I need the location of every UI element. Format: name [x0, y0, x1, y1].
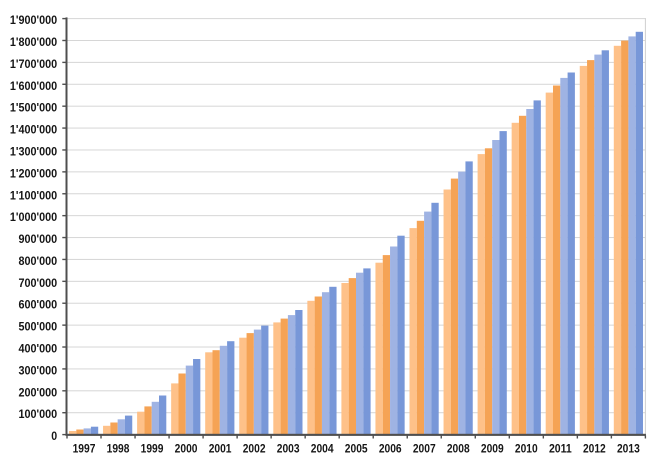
- svg-text:1998: 1998: [107, 442, 130, 455]
- svg-text:1'300'000: 1'300'000: [10, 145, 57, 158]
- svg-text:1999: 1999: [141, 442, 164, 455]
- svg-text:800'000: 800'000: [19, 255, 58, 268]
- svg-text:1'000'000: 1'000'000: [10, 211, 57, 224]
- svg-text:1'100'000: 1'100'000: [10, 189, 57, 202]
- svg-text:2005: 2005: [345, 442, 368, 455]
- svg-text:100'000: 100'000: [19, 408, 58, 421]
- svg-text:2009: 2009: [481, 442, 504, 455]
- svg-text:2004: 2004: [311, 442, 334, 455]
- svg-text:2013: 2013: [617, 442, 640, 455]
- svg-text:2010: 2010: [515, 442, 538, 455]
- svg-text:900'000: 900'000: [19, 233, 58, 246]
- svg-text:2003: 2003: [277, 442, 300, 455]
- svg-text:400'000: 400'000: [19, 343, 58, 356]
- svg-text:1'500'000: 1'500'000: [10, 102, 57, 115]
- svg-text:2001: 2001: [209, 442, 232, 455]
- svg-text:0: 0: [51, 430, 57, 443]
- svg-text:1'200'000: 1'200'000: [10, 167, 57, 180]
- svg-text:2012: 2012: [583, 442, 606, 455]
- svg-text:2011: 2011: [549, 442, 572, 455]
- svg-text:600'000: 600'000: [19, 299, 58, 312]
- svg-text:2000: 2000: [175, 442, 198, 455]
- svg-text:1'400'000: 1'400'000: [10, 124, 57, 137]
- svg-text:1'600'000: 1'600'000: [10, 80, 57, 93]
- svg-text:200'000: 200'000: [19, 386, 58, 399]
- svg-text:1'700'000: 1'700'000: [10, 58, 57, 71]
- svg-text:1'800'000: 1'800'000: [10, 36, 57, 49]
- svg-text:2007: 2007: [413, 442, 436, 455]
- svg-text:1'900'000: 1'900'000: [10, 14, 57, 27]
- svg-text:300'000: 300'000: [19, 364, 58, 377]
- svg-text:500'000: 500'000: [19, 321, 58, 334]
- svg-text:1997: 1997: [73, 442, 96, 455]
- svg-text:2008: 2008: [447, 442, 470, 455]
- svg-text:2006: 2006: [379, 442, 402, 455]
- svg-text:700'000: 700'000: [19, 277, 58, 290]
- svg-text:2002: 2002: [243, 442, 266, 455]
